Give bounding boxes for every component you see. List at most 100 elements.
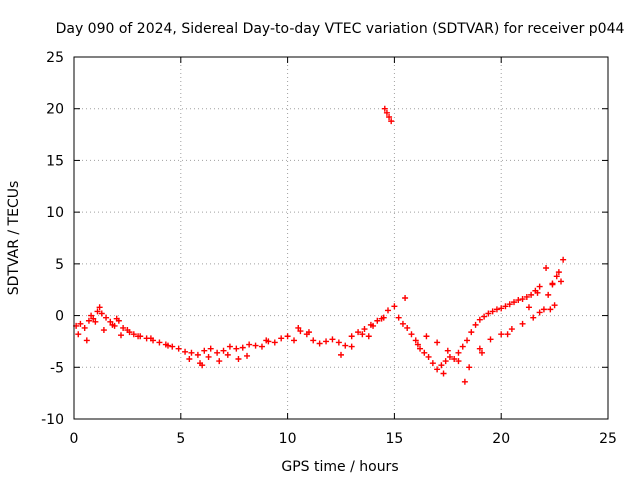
points-layer [73, 105, 567, 385]
data-point [120, 324, 127, 331]
x-tick-label: 15 [385, 431, 403, 447]
data-point [258, 343, 265, 350]
data-point [455, 358, 462, 365]
data-point [528, 291, 535, 298]
data-point [338, 351, 344, 358]
data-point [135, 333, 142, 340]
data-point [440, 370, 447, 377]
data-point [220, 347, 227, 354]
x-axis-label: GPS time / hours [281, 459, 398, 475]
y-axis-label: SDTVAR / TECUs [6, 181, 22, 296]
data-point [164, 342, 171, 349]
data-point [323, 338, 330, 345]
data-point [271, 339, 278, 346]
data-point [207, 345, 214, 352]
data-point [523, 293, 530, 300]
data-point [83, 337, 90, 344]
data-point [233, 345, 240, 352]
data-point [498, 331, 505, 338]
data-point [96, 304, 103, 311]
data-point [342, 342, 349, 349]
data-point [291, 337, 298, 344]
data-point [81, 324, 88, 331]
data-point [504, 331, 511, 338]
data-point [226, 343, 233, 350]
data-point [75, 331, 82, 338]
data-point [355, 329, 362, 336]
data-point [451, 356, 458, 363]
data-point [239, 344, 246, 351]
data-point [278, 335, 285, 342]
data-point [511, 299, 518, 306]
x-tick-label: 20 [492, 431, 510, 447]
data-point [472, 321, 479, 328]
data-point [502, 303, 509, 310]
data-point [545, 291, 552, 298]
data-point [378, 315, 385, 322]
y-tick-label: 20 [46, 102, 64, 118]
data-point [88, 312, 95, 319]
y-tick-label: 0 [55, 309, 64, 325]
data-point [188, 349, 195, 356]
data-point [498, 305, 505, 312]
data-point [224, 351, 231, 358]
data-point [412, 337, 419, 344]
data-point [374, 317, 381, 324]
data-point [506, 301, 513, 308]
data-point [399, 320, 406, 327]
data-point [205, 353, 212, 360]
data-point [100, 327, 107, 334]
data-point [90, 315, 97, 322]
data-point [381, 105, 388, 112]
data-point [464, 337, 471, 344]
data-point [384, 307, 391, 314]
data-point [147, 335, 154, 342]
data-point [305, 329, 312, 336]
data-point [329, 336, 336, 343]
data-point [543, 264, 550, 271]
data-point [555, 269, 562, 276]
data-point [515, 297, 522, 304]
data-point [485, 310, 492, 317]
data-point [130, 331, 137, 338]
y-tick-label: -5 [50, 360, 64, 376]
data-point [547, 306, 554, 313]
data-point [235, 356, 242, 363]
data-point [446, 353, 453, 360]
data-point [549, 280, 556, 287]
data-point [508, 326, 515, 333]
data-point [476, 316, 483, 323]
data-point [395, 314, 402, 321]
data-point [534, 289, 541, 296]
data-point [404, 324, 411, 331]
data-point [169, 343, 176, 350]
y-tick-label: 10 [46, 205, 64, 221]
data-point [246, 341, 253, 348]
data-point [194, 351, 201, 358]
data-point [297, 328, 304, 335]
data-point [201, 347, 208, 354]
data-point [126, 329, 133, 336]
data-point [493, 306, 500, 313]
data-point [476, 345, 483, 352]
plot-frame [73, 56, 609, 420]
data-point [109, 321, 116, 328]
data-point [466, 364, 473, 371]
data-point [391, 303, 398, 310]
data-point [77, 320, 84, 327]
data-point [199, 362, 206, 369]
data-point [98, 310, 105, 317]
data-point [244, 352, 251, 359]
data-point [444, 347, 451, 354]
data-point [216, 358, 223, 365]
data-point [295, 324, 302, 331]
data-point [117, 332, 124, 339]
data-point [284, 333, 291, 340]
data-point [386, 113, 393, 120]
data-point [553, 273, 560, 280]
data-point [94, 308, 101, 315]
data-point [417, 345, 424, 352]
